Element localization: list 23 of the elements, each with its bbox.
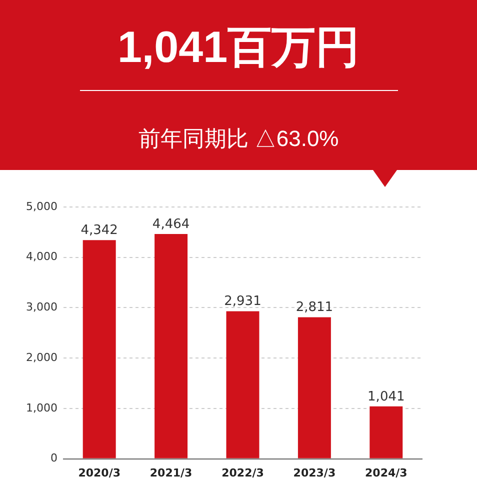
bar (154, 234, 188, 458)
y-tick-label: 5,000 (26, 200, 58, 213)
data-label: 1,041 (368, 389, 405, 404)
bar (82, 240, 116, 458)
x-tick-label: 2023/3 (293, 466, 336, 480)
bar (226, 311, 260, 458)
y-tick-label: 4,000 (26, 250, 58, 264)
chart-title: 1,041百万円 (116, 22, 361, 74)
bar (370, 406, 403, 458)
data-label: 4,342 (80, 223, 118, 238)
data-label: 2,811 (296, 300, 334, 316)
chart-subtitle: 前年同期比 △63.0% (137, 125, 340, 153)
data-label: 2,931 (224, 294, 262, 310)
y-tick-label: 0 (50, 452, 58, 465)
y-tick-label: 2,000 (26, 350, 58, 364)
bar (298, 317, 331, 458)
y-tick-label: 1,000 (26, 401, 58, 414)
data-label: 4,464 (152, 216, 190, 232)
y-tick-label: 3,000 (26, 300, 58, 314)
x-tick-label: 2024/3 (365, 466, 408, 480)
x-tick-label: 2021/3 (150, 466, 192, 480)
x-tick-label: 2022/3 (222, 466, 264, 480)
x-tick-label: 2020/3 (78, 466, 120, 480)
